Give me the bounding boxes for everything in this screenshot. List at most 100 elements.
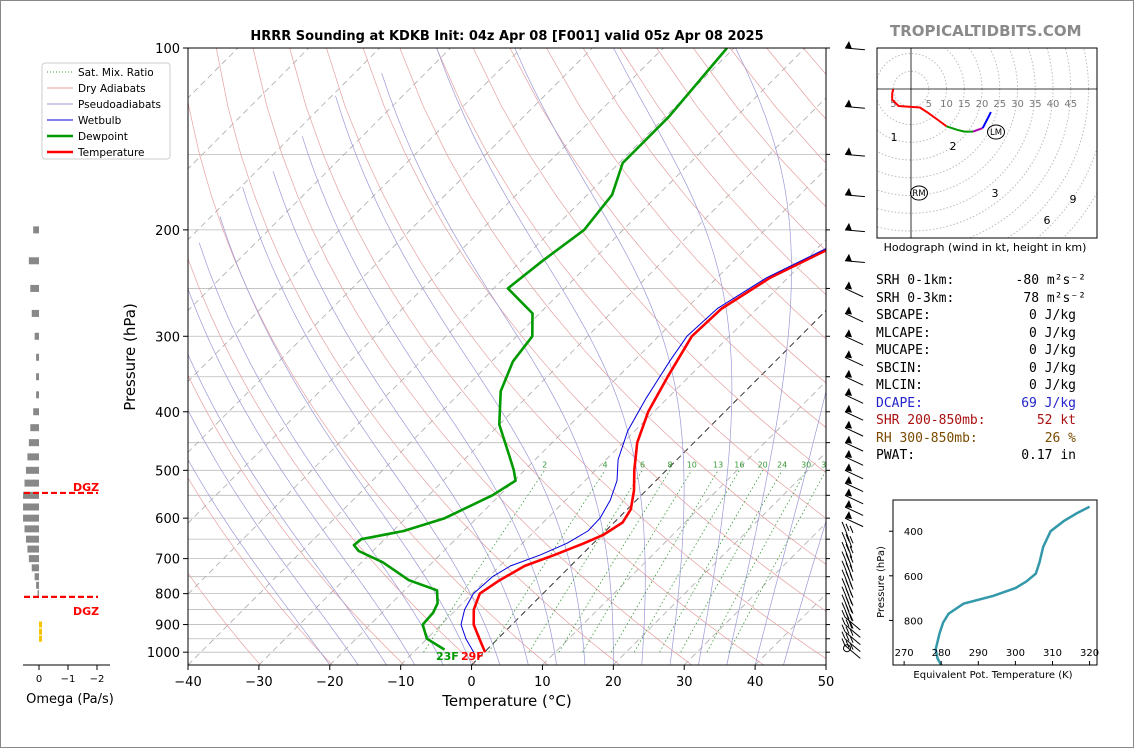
y-tick-label: 700 — [155, 553, 180, 568]
mixing-ratio-line — [706, 470, 807, 653]
legend-entry: Pseudoadiabats — [78, 99, 161, 111]
barb-pennant — [845, 369, 852, 378]
parameter-label: MUCAPE: — [876, 343, 931, 358]
barb-flag — [849, 621, 854, 629]
barb-flag — [849, 628, 854, 636]
hodograph-marker-ring — [910, 185, 928, 201]
barb-staff — [844, 494, 864, 505]
barb-pennant — [845, 420, 852, 429]
barb-flag — [849, 613, 854, 622]
wind-barb — [843, 644, 851, 653]
hodograph-ring-label: 15 — [958, 99, 971, 110]
barb-staff — [844, 287, 864, 298]
wind-barb — [844, 99, 865, 109]
barb-flag — [841, 551, 846, 559]
theta-x-tick-label: 320 — [1080, 648, 1099, 659]
x-tick-label: −30 — [245, 675, 272, 690]
mixing-ratio-line — [528, 470, 643, 653]
barb-pennant — [845, 435, 852, 444]
barb-flag — [845, 611, 850, 620]
dry-adiabat — [326, 48, 826, 660]
barb-flag — [841, 617, 846, 625]
omega-bar — [27, 545, 39, 553]
y-tick-label: 600 — [155, 512, 180, 527]
wind-barb — [844, 511, 864, 528]
barb-pennant — [845, 449, 852, 458]
wind-barb — [844, 499, 864, 516]
hodograph-height-label: 9 — [1070, 193, 1077, 206]
omega-bar — [30, 424, 39, 432]
parameter-row: MUCAPE: 0 J/kg — [876, 342, 1076, 360]
hodograph-height-label: 3 — [992, 187, 999, 200]
parameter-row: MLCAPE: 0 J/kg — [876, 325, 1076, 343]
parameter-label: RH 300-850mb: — [876, 430, 978, 446]
parameter-label: MLCIN: — [876, 378, 923, 393]
barb-staff — [844, 411, 864, 421]
sounding-parameters: SRH 0-1km: -80 m²s⁻² SRH 0-3km: 78 m²s⁻² SBC… — [876, 272, 1086, 465]
barb-pennant — [845, 404, 852, 413]
wind-barb — [844, 350, 864, 367]
barb-flag — [845, 626, 850, 634]
barb-flag — [845, 596, 850, 604]
hodograph-height-label: 2 — [950, 140, 957, 153]
y-tick-label: 300 — [155, 330, 180, 345]
barb-flag — [841, 521, 846, 530]
omega-bar — [25, 535, 39, 543]
barb-staff — [844, 638, 861, 652]
x-tick-label: 20 — [605, 675, 622, 690]
dewpoint-profile — [352, 48, 728, 651]
parameter-value: 0 J/kg — [1029, 360, 1076, 376]
legend-entry: Temperature — [77, 147, 145, 159]
barb-staff — [844, 506, 864, 516]
parameter-value: 52 kt — [1036, 413, 1076, 428]
omega-bar — [24, 479, 39, 487]
barb-flag — [845, 640, 850, 648]
barb-flag — [849, 642, 854, 650]
barb-flag — [841, 624, 846, 632]
parameter-value: 26 % — [1044, 430, 1076, 446]
barb-flag — [849, 582, 854, 590]
omega-bar — [28, 555, 39, 563]
barb-staff — [844, 469, 864, 480]
x-tick-label: 10 — [534, 675, 551, 690]
wind-barb — [844, 147, 865, 157]
wind-barb — [844, 420, 864, 437]
isotherm — [683, 522, 826, 665]
parameter-row: MLCIN: 0 J/kg — [876, 377, 1076, 395]
barb-flag — [849, 545, 854, 554]
theta-e-profile — [934, 505, 1091, 665]
barb-staff — [844, 517, 864, 528]
chart-title: HRRR Sounding at KDKB Init: 04z Apr 08 [… — [250, 29, 763, 44]
barb-flag — [841, 609, 846, 618]
isotherm — [188, 48, 735, 595]
wind-barb — [844, 435, 864, 452]
dry-adiabat — [472, 48, 826, 474]
barb-pennant — [845, 222, 852, 231]
parameter-value: 78 m²s⁻² — [1023, 290, 1086, 306]
omega-bar — [34, 332, 39, 340]
barb-pennant — [845, 463, 852, 472]
barb-flag — [845, 533, 850, 542]
pseudoadiabat — [726, 48, 792, 665]
parameter-value: 0 J/kg — [1029, 325, 1076, 341]
hodograph-segment — [981, 111, 992, 129]
barb-flag — [841, 541, 846, 550]
barb-flag — [845, 619, 850, 627]
y-tick-label: 1000 — [147, 646, 180, 661]
omega-bar — [23, 514, 39, 522]
legend-entry: Dry Adiabats — [78, 83, 146, 95]
wind-barb — [844, 187, 865, 198]
x-tick-label: 50 — [818, 675, 835, 690]
y-axis-label: Pressure (hPa) — [121, 303, 139, 411]
x-tick-label: 0 — [467, 675, 475, 690]
theta-y-axis-label: Pressure (hPa) — [876, 546, 887, 618]
dgz-label-lower: DGZ — [73, 605, 99, 618]
mixing-ratio-label: 13 — [713, 460, 723, 469]
barb-pennant — [845, 387, 852, 396]
barb-flag — [849, 535, 854, 544]
parameter-row: RH 300-850mb: 26 % — [876, 430, 1076, 448]
theta-x-tick-label: 280 — [932, 648, 951, 659]
barb-flag — [841, 569, 846, 577]
wetbulb-profile — [460, 247, 826, 653]
barb-flag — [849, 635, 854, 643]
